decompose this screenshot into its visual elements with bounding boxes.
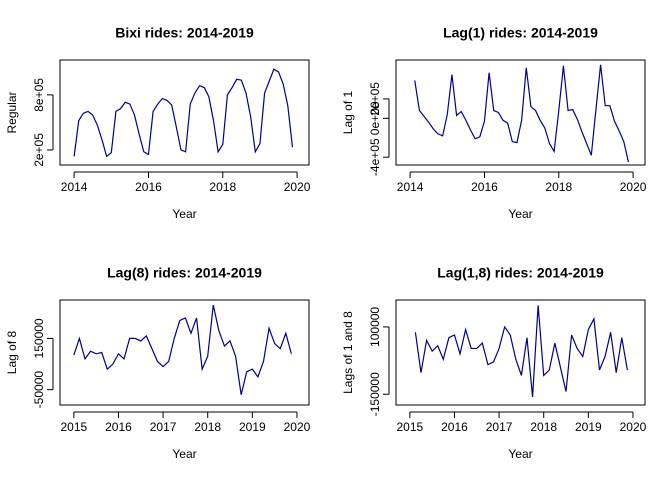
chart-title: Lag(1,8) rides: 2014-2019: [437, 265, 604, 281]
y-tick-label: 150000: [32, 318, 46, 358]
x-axis-label: Year: [172, 447, 196, 461]
plot-box: [59, 59, 310, 166]
y-tick-label: 2e+05: [32, 133, 46, 167]
x-tick-label: 2014: [61, 180, 88, 194]
x-axis-label: Year: [508, 207, 532, 221]
series-line: [73, 304, 292, 395]
x-tick-label: 2016: [471, 180, 498, 194]
x-tick-label: 2019: [575, 420, 602, 434]
plot-box: [59, 299, 310, 406]
y-tick-label: 100000: [368, 307, 382, 347]
x-tick-label: 2017: [486, 420, 513, 434]
x-tick-label: 2016: [441, 420, 468, 434]
panel: Lag(1,8) rides: 2014-2019 Year Lags of 1 a…: [341, 265, 646, 461]
x-tick-label: 2015: [60, 420, 87, 434]
y-tick-label: 0e+00: [368, 101, 382, 135]
x-tick-label: 2018: [194, 420, 221, 434]
x-tick-label: 2016: [135, 180, 162, 194]
chart-title: Lag(8) rides: 2014-2019: [107, 265, 262, 281]
x-tick-label: 2018: [545, 180, 572, 194]
panel: Bixi rides: 2014-2019 Year Regular 2014 2016…: [5, 25, 311, 221]
y-axis-label: Lag of 1: [341, 90, 355, 134]
x-tick-label: 2017: [150, 420, 177, 434]
panel: Lag(1) rides: 2014-2019 Year Lag of 1 2014 2…: [341, 25, 647, 221]
x-tick-label: 2020: [284, 180, 311, 194]
x-tick-label: 2014: [397, 180, 424, 194]
x-tick-label: 2020: [284, 420, 311, 434]
x-tick-label: 2018: [530, 420, 557, 434]
x-tick-label: 2020: [620, 420, 647, 434]
plot-box: [395, 299, 646, 406]
x-axis-label: Year: [508, 447, 532, 461]
plot-box: [395, 59, 646, 166]
y-tick-label: 8e+05: [32, 78, 46, 112]
x-tick-label: 2020: [620, 180, 647, 194]
chart-title: Lag(1) rides: 2014-2019: [443, 25, 598, 41]
x-tick-label: 2019: [239, 420, 266, 434]
x-tick-label: 2016: [105, 420, 132, 434]
series-line: [414, 64, 630, 163]
chart-title: Bixi rides: 2014-2019: [115, 25, 254, 41]
y-axis-label: Regular: [5, 91, 19, 133]
series-line: [73, 68, 294, 158]
x-tick-label: 2018: [209, 180, 236, 194]
y-axis-label: Lags of 1 and 8: [341, 311, 355, 394]
y-tick-label: -50000: [32, 371, 46, 409]
y-tick-label: 2e+05: [368, 82, 382, 116]
series-line: [414, 305, 628, 397]
y-tick-label: -150000: [368, 372, 382, 416]
x-tick-label: 2015: [396, 420, 423, 434]
y-tick-label: -4e+05: [368, 138, 382, 176]
x-axis-label: Year: [172, 207, 196, 221]
panel: Lag(8) rides: 2014-2019 Year Lag of 8 2015 2…: [5, 265, 310, 461]
y-axis-label: Lag of 8: [5, 330, 19, 374]
